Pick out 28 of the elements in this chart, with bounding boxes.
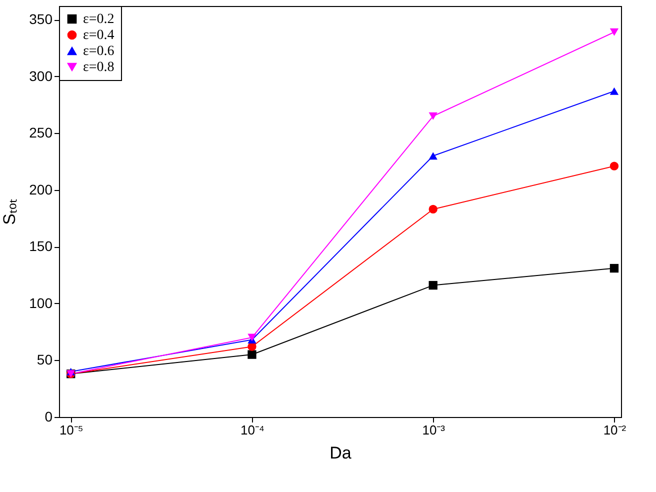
legend-label: ε=0.6 bbox=[83, 44, 114, 59]
x-tick-label: 10⁻⁴ bbox=[240, 422, 265, 438]
x-axis-title: Da bbox=[330, 444, 352, 462]
legend-label: ε=0.8 bbox=[83, 60, 114, 75]
point bbox=[428, 152, 438, 160]
legend-label: ε=0.4 bbox=[83, 28, 114, 43]
point bbox=[248, 350, 256, 359]
point bbox=[610, 28, 619, 36]
point bbox=[610, 162, 619, 170]
x-tick-label: 10⁻³ bbox=[422, 422, 446, 438]
x-tick-label: 10⁻⁵ bbox=[59, 422, 84, 438]
y-tick-label: 200 bbox=[29, 181, 53, 198]
point bbox=[610, 87, 619, 95]
y-tick-label: 350 bbox=[29, 11, 53, 28]
y-tick-label: 150 bbox=[29, 238, 53, 254]
point bbox=[428, 280, 438, 290]
point bbox=[428, 204, 438, 214]
y-axis-title: Sₜₒₜ bbox=[0, 199, 20, 225]
y-tick-label: 100 bbox=[29, 294, 53, 311]
point bbox=[428, 112, 438, 120]
y-tick-label: 0 bbox=[44, 408, 53, 424]
x-tick-label: 10⁻² bbox=[603, 422, 627, 438]
legend-label: ε=0.2 bbox=[83, 12, 114, 27]
point bbox=[610, 264, 619, 273]
y-tick-label: 250 bbox=[29, 124, 53, 141]
y-tick-label: 300 bbox=[29, 68, 53, 84]
point bbox=[248, 334, 256, 342]
y-tick-label: 50 bbox=[36, 352, 53, 368]
